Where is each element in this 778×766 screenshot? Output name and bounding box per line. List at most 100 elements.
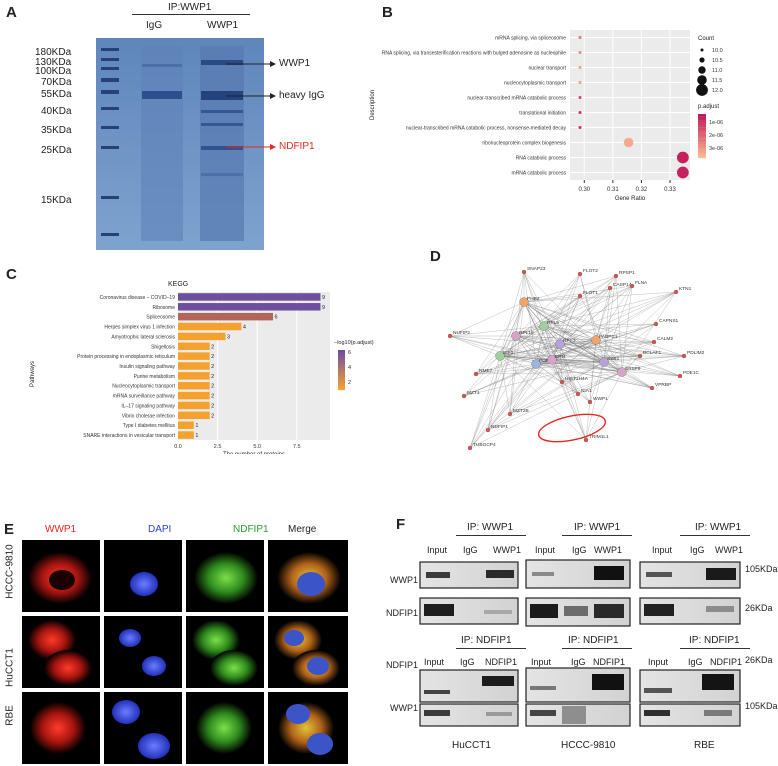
- f1-ip-rbe: IP: WWP1: [695, 522, 742, 533]
- panel-d-letter: D: [430, 248, 441, 265]
- c-bar: [178, 352, 210, 360]
- b-tick-label: 0.31: [607, 187, 619, 193]
- c-tick-label: 5.0: [253, 444, 261, 450]
- d-node: [681, 353, 687, 359]
- d-edge: [509, 335, 517, 415]
- d-edge: [449, 301, 525, 337]
- d-edge: [621, 291, 677, 373]
- f-size-105-a: 105KDa: [745, 564, 778, 574]
- d-edge: [551, 291, 677, 361]
- d-node: [495, 351, 505, 361]
- marker-130: 130KDa: [35, 57, 72, 68]
- d-node-label: ICA1: [581, 388, 592, 394]
- d-edge: [621, 285, 633, 373]
- f-row-ndfip1-a: NDFIP1: [386, 608, 419, 618]
- d-edge: [523, 275, 617, 303]
- f-size-105-b: 105KDa: [745, 701, 778, 711]
- c-category-label: SNARE interactions in vesicular transpor…: [83, 433, 175, 439]
- b-legend-color-label: 2e-06: [709, 133, 723, 139]
- d-node-label: CASP14: [613, 282, 632, 288]
- b-legend-color-swatch: [698, 136, 706, 139]
- d-edge: [469, 301, 525, 449]
- blot-wwp1-ip-hucct1: [419, 561, 519, 589]
- annotation-heavy-igg: heavy IgG: [279, 90, 325, 101]
- lane-input: Input: [424, 657, 445, 667]
- d-edge: [561, 371, 623, 383]
- d-edge: [509, 361, 605, 415]
- c-legend-label: 6: [348, 350, 351, 356]
- d-edge: [603, 341, 655, 363]
- b-legend-count-label: 11.0: [712, 68, 722, 74]
- f-row-wwp1-b: WWP1: [390, 703, 418, 713]
- c-legend-swatch: [338, 360, 345, 363]
- b-point: [578, 36, 582, 39]
- d-edge: [463, 335, 517, 397]
- d-edge: [499, 339, 597, 357]
- c-legend-swatch: [338, 386, 345, 389]
- d-edge: [535, 275, 617, 365]
- marker-70: 70KDa: [41, 77, 72, 88]
- c-legend-swatch: [338, 350, 345, 353]
- blot-wwp1-ip-rbe: [639, 561, 741, 589]
- d-edge: [515, 285, 633, 337]
- d-edge: [523, 291, 677, 303]
- lane-igg: IgG: [463, 545, 478, 555]
- d-edge: [499, 285, 633, 357]
- c-legend-swatch: [338, 368, 345, 371]
- c-legend-swatch: [338, 356, 345, 359]
- lane-igg: IgG: [688, 657, 703, 667]
- b-point: [676, 151, 689, 164]
- d-edge: [523, 301, 605, 363]
- d-edge: [543, 325, 653, 389]
- c-legend-swatch: [338, 382, 345, 385]
- b-legend-count-dot: [696, 84, 708, 96]
- b-legend-color-swatch: [698, 114, 706, 117]
- d-node: [531, 359, 541, 369]
- c-value-label: 9: [322, 295, 325, 301]
- c-legend-swatch: [338, 384, 345, 387]
- d-node-label: CAPNS1: [659, 318, 679, 324]
- d-edge: [543, 273, 581, 327]
- d-edge: [475, 343, 561, 375]
- d-edge: [551, 359, 579, 395]
- d-edge: [469, 359, 553, 449]
- d-node: [461, 393, 467, 399]
- b-point: [578, 96, 582, 99]
- c-category-label: IL–17 signaling pathway: [121, 403, 175, 409]
- d-node: [507, 411, 513, 417]
- d-edge: [515, 335, 597, 341]
- d-edge: [499, 355, 587, 441]
- blot-ndfip1-ip2-rbe: [639, 669, 741, 703]
- d-edge: [523, 295, 581, 303]
- marker-180: 180KDa: [35, 47, 72, 58]
- d-node: [649, 385, 655, 391]
- c-tick-label: 2.5: [214, 444, 222, 450]
- c-legend-swatch: [338, 372, 345, 375]
- d-node: [653, 321, 659, 327]
- d-edge: [559, 343, 641, 357]
- panel-e-letter: E: [4, 521, 15, 538]
- c-legend-swatch: [338, 352, 345, 355]
- d-edge: [515, 335, 553, 361]
- lane-ndfip1: NDFIP1: [710, 657, 743, 667]
- panel-b-letter: B: [382, 4, 393, 21]
- f1-lanes-2: Input IgG WWP1: [527, 545, 637, 557]
- d-node-label: TRIM1L1: [589, 434, 609, 440]
- d-edge: [515, 323, 657, 337]
- d-edge: [449, 335, 537, 365]
- c-category-label: mRNA surveillance pathway: [113, 394, 176, 400]
- d-edge: [509, 363, 537, 415]
- lane-input: Input: [531, 657, 552, 667]
- panel-b-dotplot: 0.30 0.31 0.32 0.33 mRNA splicing, via splic…: [370, 30, 723, 202]
- c-value-label: 2: [211, 364, 214, 370]
- c-legend-swatch: [338, 358, 345, 361]
- d-node-label: BCLAF1: [643, 350, 661, 356]
- c-category-label: Purine metabolism: [134, 374, 175, 380]
- blot-ndfip1-ip-hccc: [525, 597, 631, 627]
- c-legend-swatch: [338, 370, 345, 373]
- b-legend-count-label: 11.5: [712, 78, 722, 84]
- d-edge: [515, 325, 545, 337]
- c-legend-label: 4: [348, 365, 351, 371]
- panel-e-row-hucct1: HuCCT1: [4, 648, 16, 687]
- f2-ip-underline-2: [562, 648, 632, 649]
